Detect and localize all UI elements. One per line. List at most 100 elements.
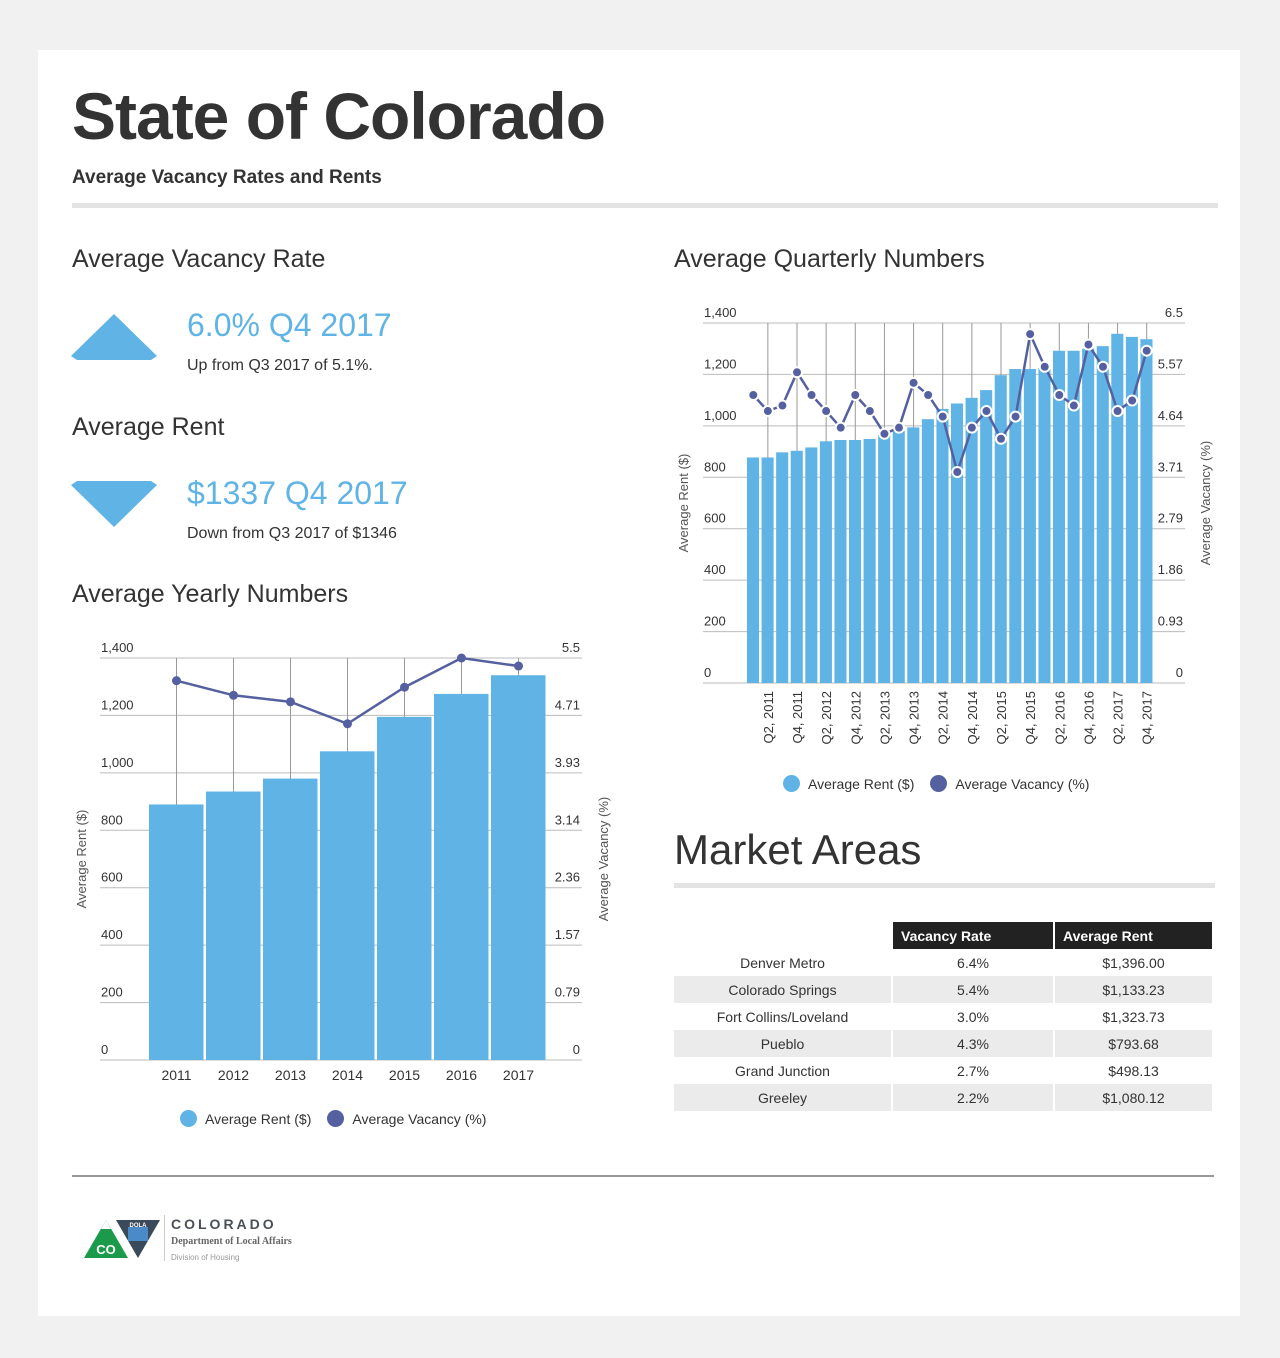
y2-tick-label: 3.14 <box>555 812 580 827</box>
y2-tick-label: 1.57 <box>555 927 580 942</box>
y-tick-label: 800 <box>101 812 123 827</box>
vacancy-note: Up from Q3 2017 of 5.1%. <box>187 357 373 374</box>
vacancy-heading: Average Vacancy Rate <box>72 245 326 273</box>
y-tick-label: 1,200 <box>704 356 737 371</box>
point-vacancy <box>922 389 935 401</box>
bar-rent <box>377 716 432 1060</box>
x-tick-label: Q4, 2012 <box>848 691 863 745</box>
bar-rent <box>980 390 993 683</box>
point-vacancy <box>172 676 181 686</box>
point-vacancy <box>893 421 905 434</box>
bar-rent <box>206 791 261 1060</box>
y-tick-label: 400 <box>101 927 123 942</box>
point-vacancy <box>1126 394 1139 407</box>
market-heading: Market Areas <box>674 826 922 873</box>
bar-rent <box>921 419 934 683</box>
point-vacancy <box>1053 389 1066 401</box>
cell-area: Colorado Springs <box>674 976 893 1003</box>
x-tick-label: 2014 <box>332 1067 363 1083</box>
cell-rent: $1,133.23 <box>1054 976 1214 1003</box>
bar-rent <box>892 431 905 683</box>
bar-rent <box>849 440 862 683</box>
x-tick-label: 2016 <box>446 1067 477 1083</box>
legend-vacancy-swatch <box>930 775 948 792</box>
point-vacancy <box>747 389 760 401</box>
point-vacancy <box>849 389 862 401</box>
footer-org: COLORADO <box>171 1216 277 1232</box>
footer-division: Division of Housing <box>171 1253 240 1262</box>
table-row: Greeley 2.2% $1,080.12 <box>674 1084 1214 1111</box>
table-row: Colorado Springs 5.4% $1,133.23 <box>674 976 1214 1003</box>
point-vacancy <box>400 682 409 692</box>
y-tick-label: 600 <box>101 870 123 885</box>
point-vacancy <box>834 421 847 434</box>
yearly-heading: Average Yearly Numbers <box>72 580 349 608</box>
footer-dept: Department of Local Affairs <box>171 1236 292 1247</box>
bar-rent <box>951 403 964 683</box>
bar-rent <box>1140 339 1153 683</box>
bar-rent <box>790 450 803 683</box>
x-tick-label: Q4, 2017 <box>1140 691 1155 745</box>
legend-vacancy-swatch <box>327 1110 345 1127</box>
bar-rent <box>1125 336 1138 683</box>
legend-vacancy: Average Vacancy (%) <box>352 1110 487 1127</box>
table-row: Denver Metro 6.4% $1,396.00 <box>674 949 1214 976</box>
cell-area: Greeley <box>674 1084 893 1111</box>
y2-tick-label: 0 <box>1176 665 1183 680</box>
bar-rent <box>1023 369 1036 683</box>
bar-rent <box>776 452 789 683</box>
point-vacancy <box>761 405 774 418</box>
bar-rent <box>320 751 375 1060</box>
y2-tick-label: 4.71 <box>555 697 580 712</box>
x-tick-label: Q4, 2014 <box>965 691 980 745</box>
cell-vacancy: 3.0% <box>892 1003 1055 1030</box>
bar-rent <box>805 447 818 683</box>
y2-tick-label: 6.5 <box>1165 305 1183 320</box>
line-vacancy <box>752 329 1148 477</box>
cell-vacancy: 5.4% <box>892 976 1055 1003</box>
quarterly-heading: Average Quarterly Numbers <box>674 245 985 273</box>
x-tick-label: 2017 <box>503 1067 534 1083</box>
x-tick-label: Q4, 2016 <box>1081 691 1096 745</box>
rent-heading: Average Rent <box>72 413 225 441</box>
cell-rent: $1,323.73 <box>1054 1003 1214 1030</box>
y-tick-label: 200 <box>704 614 726 629</box>
y2-tick-label: 3.71 <box>1158 459 1183 474</box>
rent-value: $1337 Q4 2017 <box>187 475 408 511</box>
point-vacancy <box>965 421 978 434</box>
bar-rent <box>1082 348 1095 683</box>
page-subtitle: Average Vacancy Rates and Rents <box>72 167 382 188</box>
bar-rent <box>1038 368 1051 683</box>
quarterly-legend: Average Rent ($) Average Vacancy (%) <box>783 775 1089 792</box>
table-row: Fort Collins/Loveland 3.0% $1,323.73 <box>674 1003 1214 1030</box>
y2-tick-label: 0.93 <box>1158 614 1183 629</box>
bar-rent <box>1053 350 1066 683</box>
cell-area: Pueblo <box>674 1030 893 1057</box>
point-vacancy <box>1140 344 1153 357</box>
bar-rent <box>747 457 760 683</box>
point-vacancy <box>863 405 876 418</box>
y2-tick-label: 2.79 <box>1158 511 1183 526</box>
y2-tick-label: 3.93 <box>555 755 580 770</box>
y2-tick-label: 4.64 <box>1158 408 1183 423</box>
table-row: Grand Junction 2.7% $498.13 <box>674 1057 1214 1084</box>
market-table: Vacancy Rate Average Rent Denver Metro 6.… <box>674 922 1214 1111</box>
svg-text:DOLA: DOLA <box>130 1223 148 1229</box>
header-divider <box>72 203 1218 208</box>
page-title: State of Colorado <box>72 79 606 153</box>
y2-axis-title: Average Vacancy (%) <box>596 797 611 922</box>
point-vacancy <box>1009 410 1022 423</box>
cell-vacancy: 2.2% <box>892 1084 1055 1111</box>
legend-rent: Average Rent ($) <box>205 1110 312 1127</box>
y2-tick-label: 5.57 <box>1158 356 1183 371</box>
point-vacancy <box>907 376 920 389</box>
point-vacancy <box>1067 399 1080 412</box>
cell-rent: $793.68 <box>1054 1030 1214 1057</box>
cell-area: Fort Collins/Loveland <box>674 1003 893 1030</box>
market-divider <box>674 883 1215 888</box>
bar-rent <box>1009 369 1022 683</box>
bar-rent <box>819 441 832 683</box>
x-tick-label: Q4, 2015 <box>1023 691 1038 745</box>
point-vacancy <box>457 653 466 663</box>
bar-rent <box>263 778 318 1060</box>
